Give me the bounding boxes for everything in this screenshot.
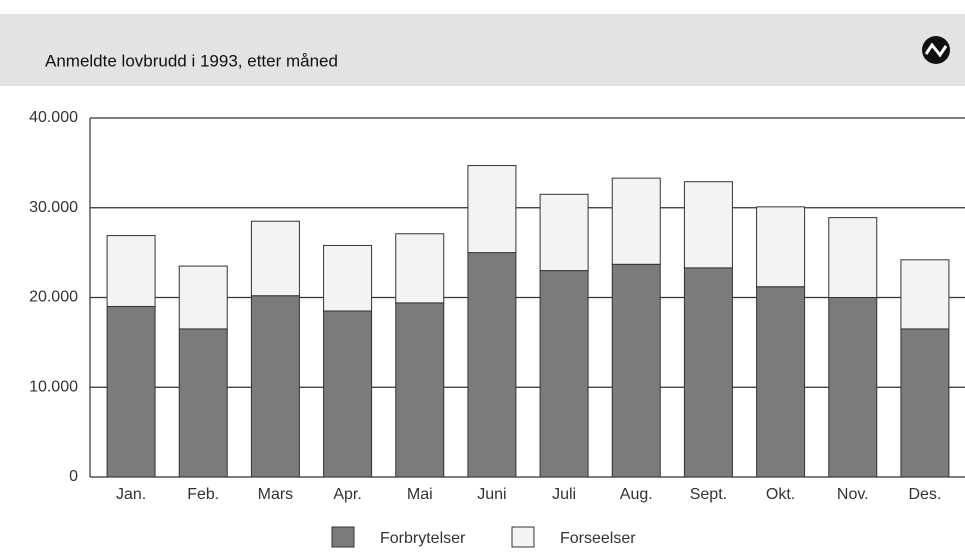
header-band: [0, 14, 965, 86]
y-tick-label: 30.000: [29, 199, 78, 216]
bar-segment: [756, 286, 806, 478]
x-tick-label: Apr.: [333, 486, 361, 503]
bar-segment: [106, 235, 156, 307]
legend-swatch: [511, 526, 535, 548]
x-tick-label: Nov.: [837, 486, 869, 503]
bar-segment: [178, 328, 228, 478]
bar-segment: [250, 295, 300, 478]
bar-segment: [683, 181, 733, 269]
bar-segment: [467, 165, 517, 254]
bar-segment: [395, 233, 445, 304]
x-tick-label: Mai: [407, 486, 433, 503]
x-tick-label: Mars: [258, 486, 294, 503]
logo-mark: [924, 42, 948, 58]
bar-segment: [828, 297, 878, 478]
x-tick-label: Juli: [552, 486, 576, 503]
bar-segment: [539, 193, 589, 272]
x-tick-label: Jan.: [116, 486, 146, 503]
x-tick-label: Okt.: [766, 486, 795, 503]
bar-segment: [178, 265, 228, 330]
bar-segment: [611, 263, 661, 478]
bar-segment: [900, 328, 950, 478]
bar-segment: [828, 217, 878, 298]
chart-title: Anmeldte lovbrudd i 1993, etter måned: [45, 51, 338, 70]
y-tick-label: 20.000: [29, 289, 78, 306]
legend-label: Forbrytelser: [380, 530, 466, 547]
bar-segment: [106, 305, 156, 478]
bar-segment: [683, 267, 733, 478]
legend-label: Forseelser: [560, 530, 636, 547]
x-tick-label: Aug.: [620, 486, 653, 503]
x-tick-label: Feb.: [187, 486, 219, 503]
bar-segment: [250, 220, 300, 297]
bar-segment: [395, 302, 445, 478]
x-tick-label: Des.: [908, 486, 941, 503]
x-tick-label: Juni: [477, 486, 506, 503]
bar-segment: [323, 244, 373, 312]
y-tick-label: 0: [69, 468, 78, 485]
bar-segment: [756, 206, 806, 288]
y-tick-label: 10.000: [29, 378, 78, 395]
bar-segment: [467, 252, 517, 478]
bar-segment: [611, 177, 661, 265]
x-tick-label: Sept.: [690, 486, 727, 503]
bar-segment: [539, 270, 589, 478]
legend-swatch: [331, 526, 355, 548]
bar-segment: [900, 259, 950, 330]
y-tick-label: 40.000: [29, 109, 78, 126]
bar-segment: [323, 310, 373, 478]
